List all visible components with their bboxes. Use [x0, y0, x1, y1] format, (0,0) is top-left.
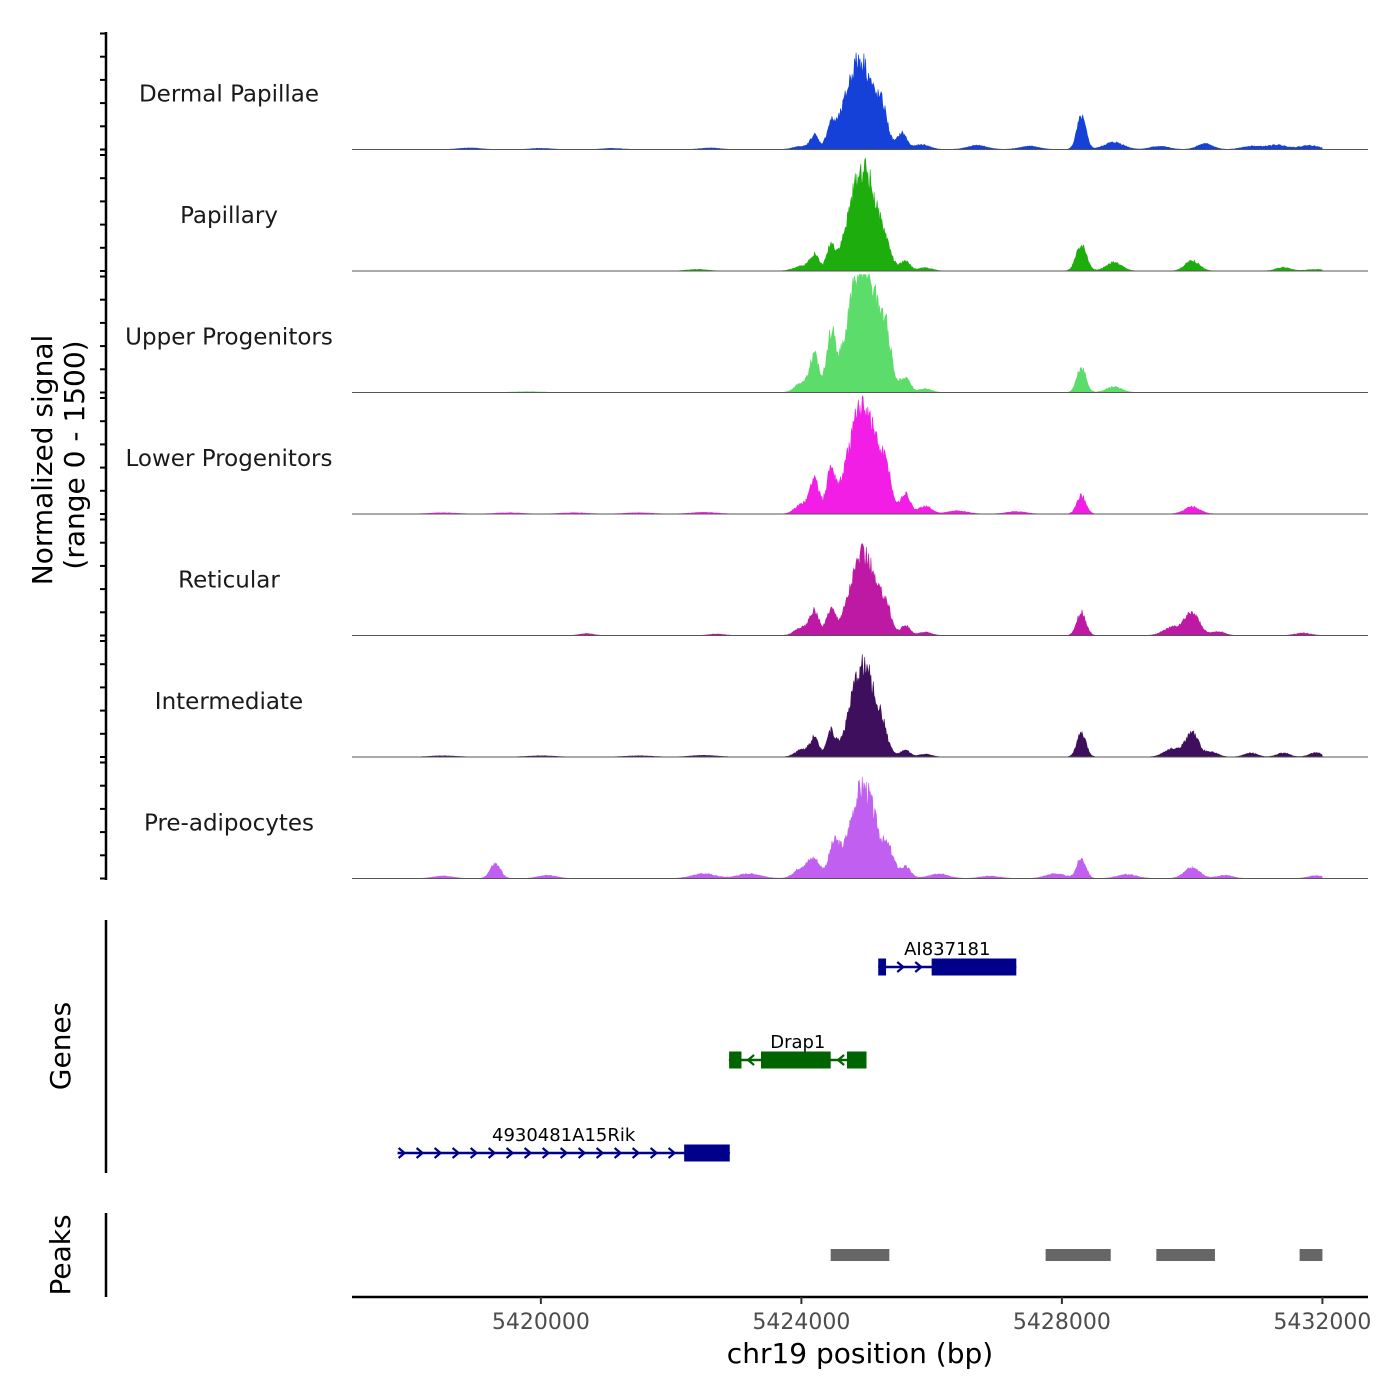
strand-arrow — [487, 1147, 497, 1159]
strand-arrow — [595, 1147, 605, 1159]
peaks-axis-title: Peaks — [44, 1214, 77, 1295]
x-tick-label: 5420000 — [492, 1310, 590, 1335]
strand-arrow — [577, 1147, 587, 1159]
track-dermal-papillae: Dermal Papillae — [139, 52, 1368, 150]
genes-panel: AI837181 Drap1 4930481A15Rik — [104, 920, 1017, 1173]
coverage-area — [352, 52, 1323, 150]
coverage-area — [352, 654, 1323, 758]
gene-exon — [878, 958, 887, 976]
peak-region — [1156, 1249, 1215, 1261]
strand-arrow — [559, 1147, 569, 1159]
track-label: Pre-adipocytes — [144, 811, 314, 837]
y-axis-title: Normalized signal — [26, 335, 59, 586]
x-tick-label: 5432000 — [1273, 1310, 1371, 1335]
track-intermediate: Intermediate — [155, 654, 1368, 758]
gene-label: 4930481A15Rik — [492, 1125, 636, 1146]
coverage-area — [352, 543, 1323, 636]
genes-axis-title: Genes — [44, 1002, 77, 1090]
x-tick-label: 5424000 — [752, 1310, 850, 1335]
track-label: Intermediate — [155, 689, 303, 715]
strand-arrow — [415, 1147, 425, 1159]
strand-arrow — [836, 1054, 845, 1066]
coverage-area — [352, 776, 1323, 879]
strand-arrow — [451, 1147, 461, 1159]
x-tick-label: 5428000 — [1013, 1310, 1111, 1335]
strand-arrow — [896, 961, 905, 973]
track-label: Papillary — [180, 203, 278, 229]
strand-arrow — [649, 1147, 659, 1159]
signal-y-axis — [100, 32, 108, 880]
strand-arrow — [505, 1147, 515, 1159]
gene-label: Drap1 — [770, 1032, 825, 1053]
track-papillary: Papillary — [180, 157, 1368, 272]
peak-region — [1299, 1249, 1323, 1261]
x-axis: 5420000 5424000 5428000 5432000 — [352, 1295, 1371, 1335]
strand-arrow — [433, 1147, 443, 1159]
track-lower-progenitors: Lower Progenitors — [126, 395, 1368, 515]
peak-region — [1045, 1249, 1111, 1261]
track-label: Lower Progenitors — [126, 446, 333, 472]
y-axis-subtitle: (range 0 - 1500) — [58, 340, 91, 569]
coverage-tracks: Dermal Papillae Papillary Upper Progenitor… — [125, 52, 1368, 879]
gene-label: AI837181 — [904, 939, 990, 960]
gene-exon — [931, 958, 1017, 976]
track-upper-progenitors: Upper Progenitors — [125, 274, 1368, 393]
peak-region — [830, 1249, 890, 1261]
strand-arrow — [397, 1147, 407, 1159]
gene-exon — [761, 1051, 831, 1069]
gene-4930481a15rik: 4930481A15Rik — [397, 1125, 731, 1162]
gene-exon — [684, 1144, 730, 1162]
gene-ai837181: AI837181 — [878, 939, 1017, 976]
coverage-area — [352, 274, 1323, 393]
strand-arrow — [667, 1147, 677, 1159]
x-axis-title: chr19 position (bp) — [727, 1337, 993, 1370]
strand-arrow — [469, 1147, 479, 1159]
strand-arrow — [541, 1147, 551, 1159]
strand-arrow — [613, 1147, 623, 1159]
strand-arrow — [631, 1147, 641, 1159]
strand-arrow — [914, 961, 923, 973]
gene-exon — [846, 1051, 867, 1069]
track-label: Reticular — [178, 568, 280, 594]
track-pre-adipocytes: Pre-adipocytes — [144, 776, 1368, 879]
gene-drap1: Drap1 — [728, 1032, 867, 1069]
coverage-area — [352, 395, 1323, 515]
gene-exon — [729, 1051, 742, 1069]
strand-arrow — [523, 1147, 533, 1159]
track-reticular: Reticular — [178, 543, 1368, 636]
coverage-area — [352, 157, 1323, 272]
strand-arrow — [746, 1054, 755, 1066]
track-label: Upper Progenitors — [125, 325, 333, 351]
track-label: Dermal Papillae — [139, 82, 319, 108]
peaks-panel — [104, 1213, 1323, 1297]
